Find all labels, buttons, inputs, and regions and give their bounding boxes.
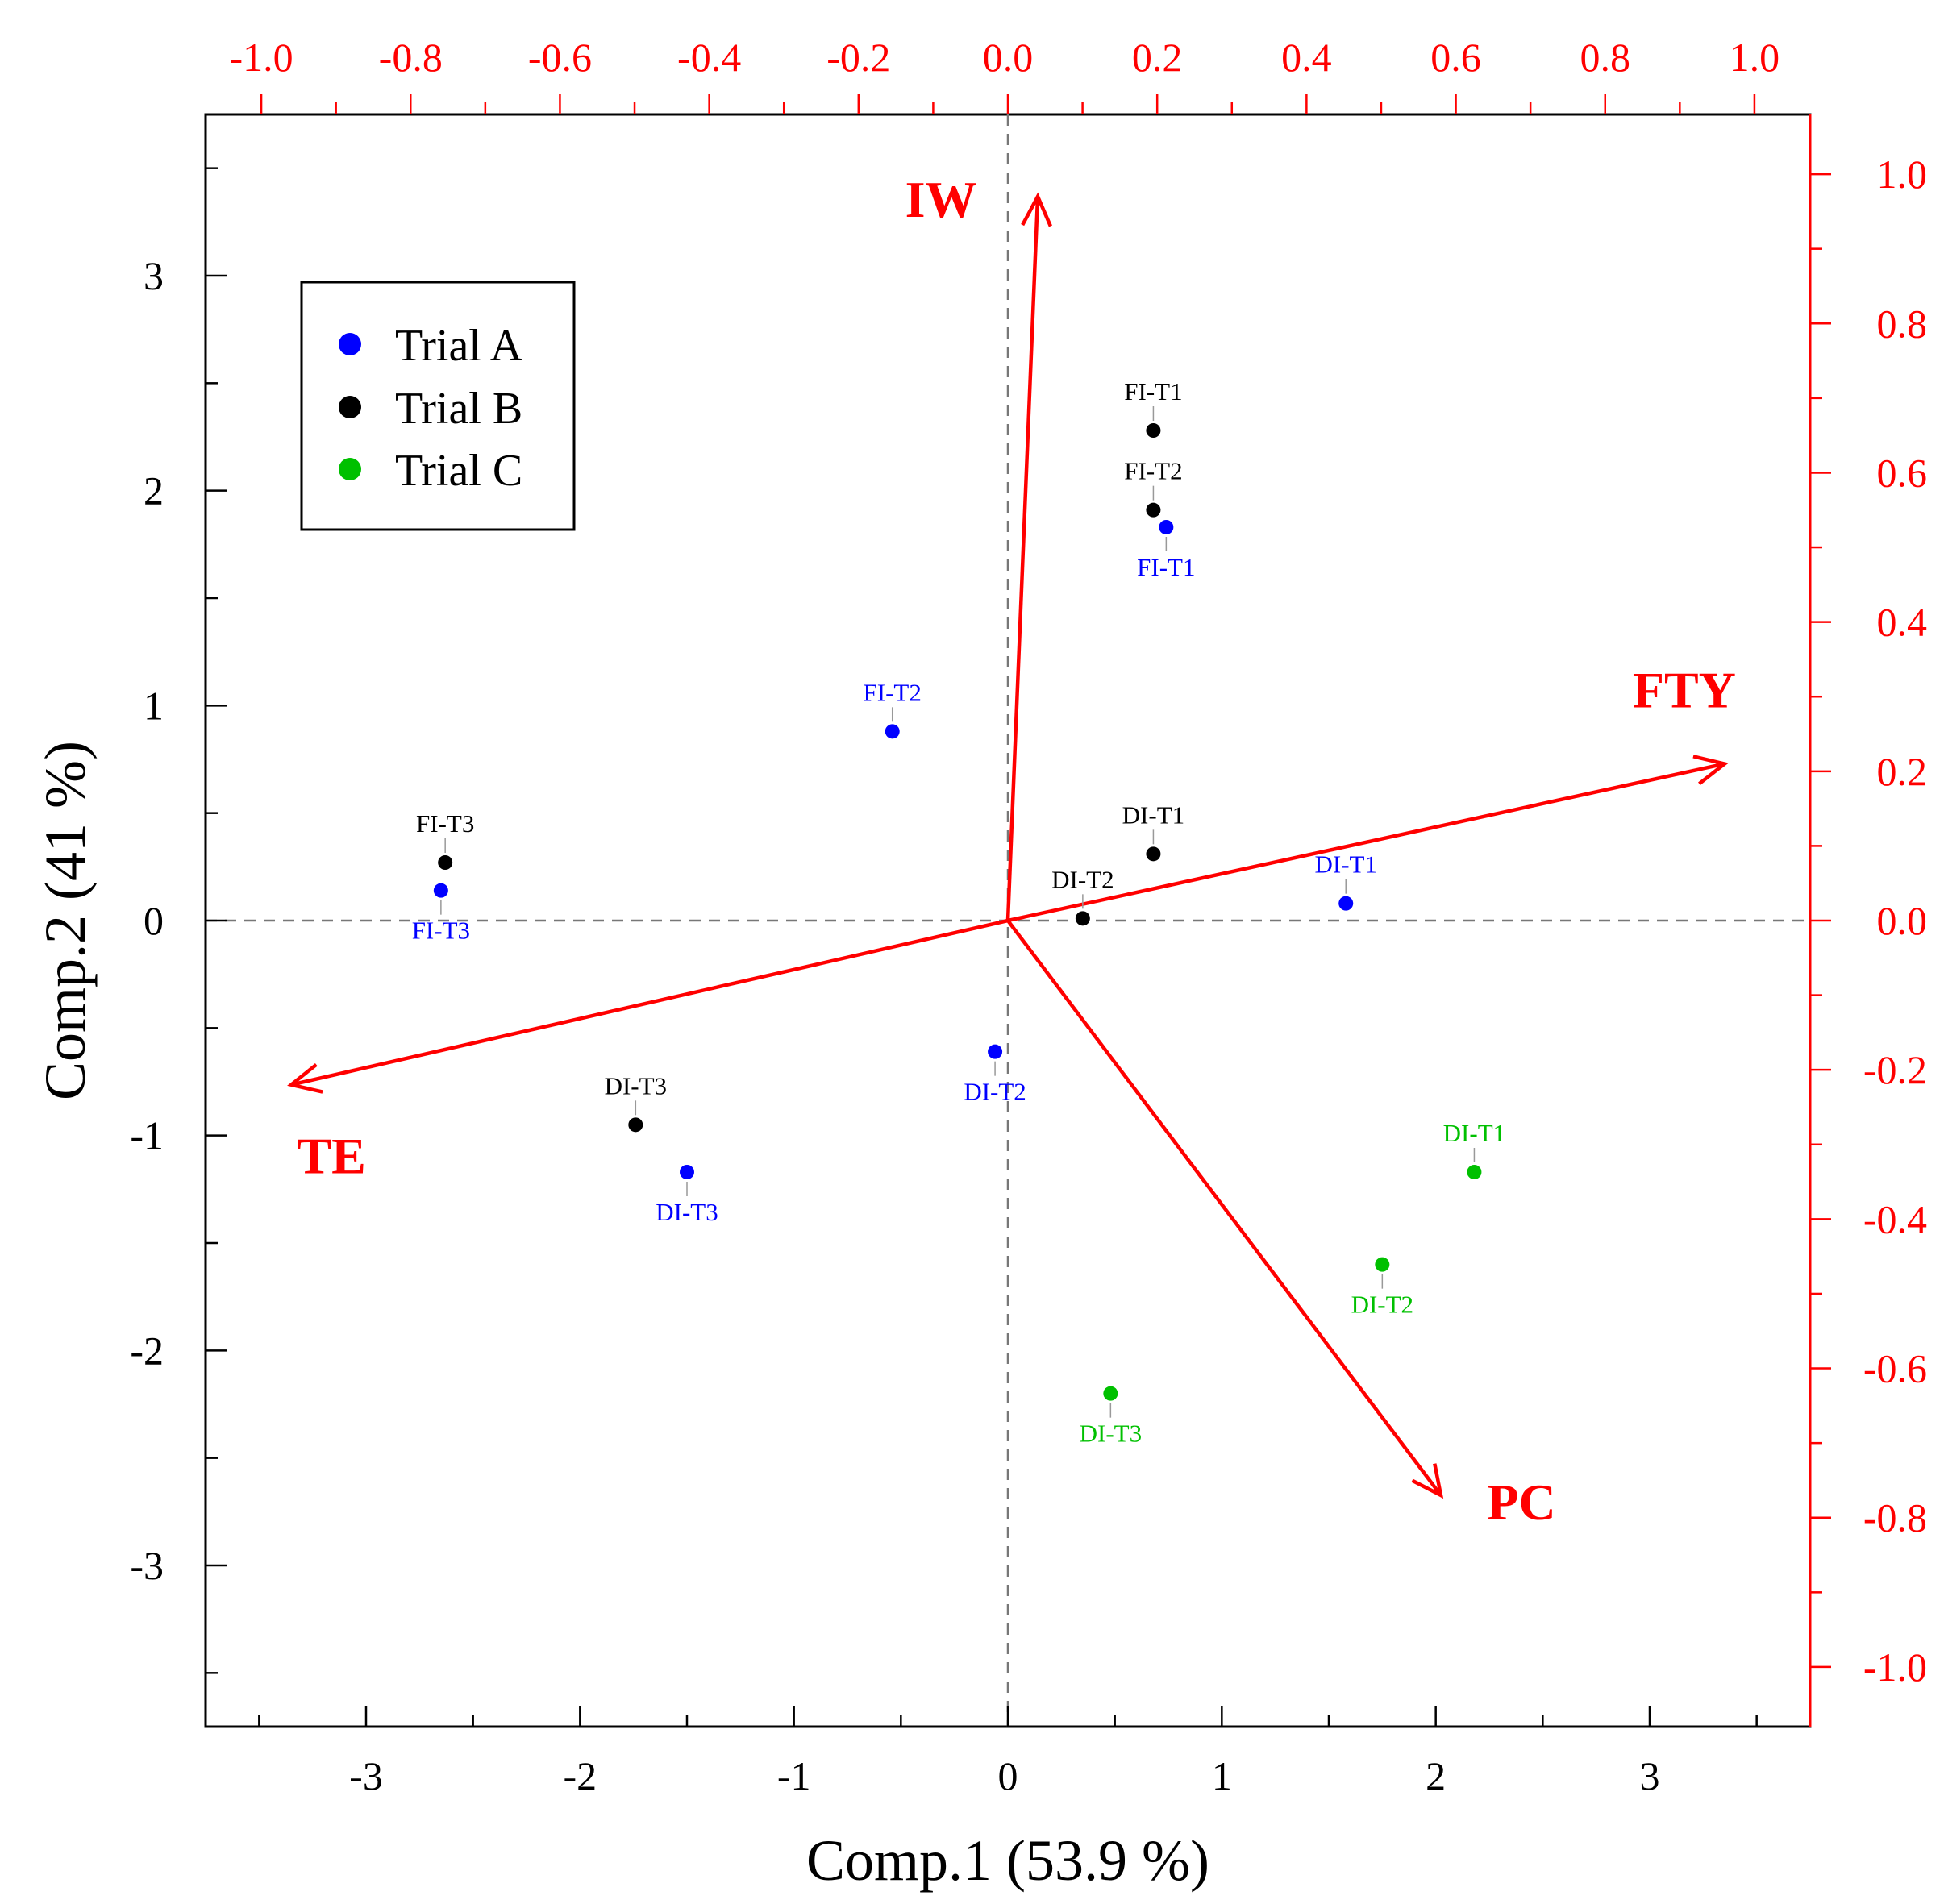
point-trial-a-fi-t2 [885, 724, 900, 739]
top-tick-label: 0.4 [1281, 35, 1332, 80]
x-axis-title: Comp.1 (53.9 %) [806, 1828, 1209, 1893]
point-trial-b-di-t3 [628, 1117, 643, 1133]
right-tick-label: -1.0 [1863, 1644, 1927, 1690]
legend-marker-trial-b [339, 396, 361, 418]
top-tick-label: 0.6 [1430, 35, 1481, 80]
point-label-trial-b-fi-t1: FI-T1 [1124, 377, 1182, 405]
right-tick-label: 1.0 [1877, 152, 1928, 197]
y-tick-label: -3 [130, 1543, 164, 1588]
point-trial-b-fi-t3 [438, 855, 453, 870]
y-tick-label: -2 [130, 1328, 164, 1373]
x-tick-label: -2 [564, 1753, 597, 1798]
legend-marker-trial-a [339, 333, 361, 355]
point-label-trial-a-fi-t2: FI-T2 [864, 678, 922, 706]
top-tick-label: -0.8 [379, 35, 443, 80]
y-axis-title: Comp.2 (41 %) [33, 741, 98, 1100]
top-tick-label: -0.2 [826, 35, 890, 80]
loading-arrowhead-fty [1692, 755, 1729, 786]
y-tick-label: 2 [144, 468, 164, 513]
point-label-trial-a-di-t3: DI-T3 [656, 1198, 718, 1226]
top-tick-label: 0.2 [1132, 35, 1183, 80]
top-tick-label: -0.4 [677, 35, 741, 80]
top-tick-label: -0.6 [528, 35, 592, 80]
point-trial-a-di-t2 [988, 1044, 1003, 1059]
x-tick-label: 0 [998, 1753, 1018, 1798]
right-tick-label: -0.4 [1863, 1196, 1927, 1241]
top-tick-label: 0.8 [1580, 35, 1630, 80]
loading-arrowhead-pc [1411, 1463, 1444, 1499]
y-tick-label: 1 [144, 683, 164, 728]
point-label-trial-b-fi-t2: FI-T2 [1124, 457, 1182, 485]
loading-vector-fty [1007, 762, 1725, 923]
top-tick-label: 0.0 [983, 35, 1034, 80]
point-label-trial-b-di-t2: DI-T2 [1051, 865, 1114, 893]
legend-label-trial-a: Trial A [395, 321, 523, 371]
right-tick-label: -0.2 [1863, 1047, 1927, 1092]
point-label-trial-c-di-t1: DI-T1 [1443, 1119, 1505, 1147]
point-label-trial-b-di-t3: DI-T3 [605, 1071, 667, 1100]
point-trial-a-fi-t3 [433, 883, 448, 898]
loading-vector-te [290, 918, 1009, 1087]
point-trial-b-fi-t1 [1146, 423, 1161, 438]
y-tick-label: 0 [144, 898, 164, 943]
point-label-trial-a-di-t1: DI-T1 [1314, 850, 1376, 879]
top-tick-label: 1.0 [1730, 35, 1780, 80]
point-trial-c-di-t2 [1375, 1257, 1390, 1272]
loading-label-te: TE [297, 1128, 365, 1185]
x-tick-label: -3 [349, 1753, 383, 1798]
point-label-trial-c-di-t2: DI-T2 [1351, 1291, 1413, 1319]
loading-label-pc: PC [1487, 1474, 1555, 1531]
right-tick-label: -0.6 [1863, 1346, 1927, 1391]
loading-label-iw: IW [905, 171, 977, 228]
point-label-trial-b-di-t1: DI-T1 [1122, 800, 1184, 829]
right-tick-label: 0.2 [1877, 749, 1928, 794]
loading-label-fty: FTY [1633, 662, 1736, 719]
loading-vector-iw [1005, 196, 1040, 921]
point-label-trial-a-di-t2: DI-T2 [964, 1078, 1026, 1106]
point-label-trial-a-fi-t3: FI-T3 [412, 917, 470, 945]
y-tick-label: 3 [144, 253, 164, 298]
x-tick-label: 3 [1640, 1753, 1660, 1798]
right-tick-label: 0.4 [1877, 600, 1928, 645]
legend-label-trial-c: Trial C [395, 446, 522, 496]
right-tick-label: 0.6 [1877, 450, 1928, 495]
right-tick-label: 0.8 [1877, 301, 1928, 346]
x-tick-label: 1 [1212, 1753, 1232, 1798]
point-label-trial-c-di-t3: DI-T3 [1080, 1420, 1142, 1448]
point-trial-a-di-t1 [1338, 896, 1354, 911]
point-trial-c-di-t3 [1103, 1386, 1118, 1401]
point-trial-a-fi-t1 [1159, 520, 1174, 534]
loading-arrowhead-iw [1021, 192, 1053, 227]
x-tick-label: -1 [777, 1753, 811, 1798]
point-trial-b-di-t1 [1146, 846, 1161, 862]
point-trial-b-di-t2 [1075, 911, 1090, 926]
legend-marker-trial-c [339, 458, 361, 480]
legend-label-trial-b: Trial B [395, 384, 522, 434]
right-tick-label: 0.0 [1877, 898, 1928, 943]
legend: Trial A Trial B Trial C [300, 281, 576, 531]
loading-vector-pc [1006, 919, 1442, 1497]
point-trial-b-fi-t2 [1146, 502, 1161, 518]
top-tick-label: -1.0 [229, 35, 293, 80]
point-label-trial-b-fi-t3: FI-T3 [416, 809, 474, 838]
x-tick-label: 2 [1426, 1753, 1446, 1798]
loading-arrowhead-te [287, 1062, 323, 1094]
point-trial-a-di-t3 [680, 1165, 694, 1179]
y-tick-label: -1 [130, 1113, 164, 1158]
right-tick-label: -0.8 [1863, 1495, 1927, 1540]
point-label-trial-a-fi-t1: FI-T1 [1137, 553, 1195, 581]
point-trial-c-di-t1 [1467, 1165, 1482, 1179]
